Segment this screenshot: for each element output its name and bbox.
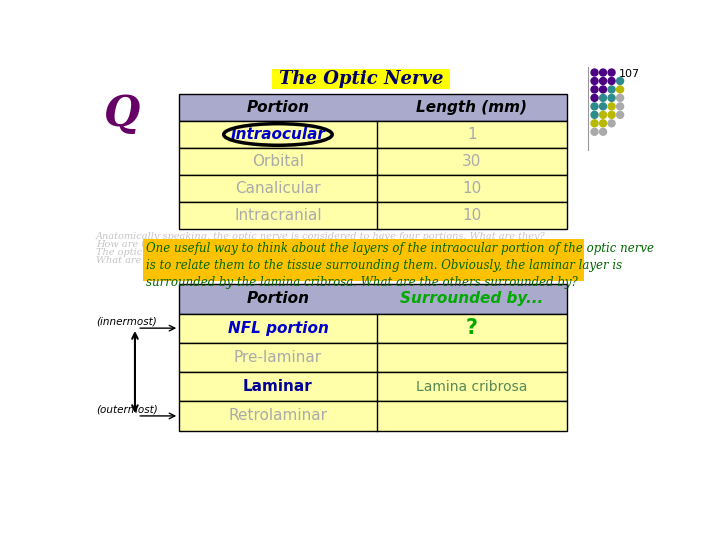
Circle shape (600, 86, 606, 93)
Circle shape (591, 120, 598, 127)
Text: Portion: Portion (246, 292, 310, 306)
Circle shape (591, 129, 598, 135)
Text: What are their lengths?: What are their lengths? (96, 256, 213, 265)
Text: 1: 1 (467, 127, 477, 142)
Text: (outermost): (outermost) (96, 404, 158, 414)
Circle shape (600, 78, 606, 84)
FancyBboxPatch shape (179, 94, 567, 121)
Text: One useful way to think about the layers of the intraocular portion of the optic: One useful way to think about the layers… (145, 242, 654, 289)
Text: How are the portions of the optic nerve named?: How are the portions of the optic nerve … (96, 240, 333, 249)
Circle shape (591, 78, 598, 84)
Circle shape (608, 69, 615, 76)
Circle shape (616, 103, 624, 110)
Text: 10: 10 (462, 181, 481, 196)
Circle shape (608, 120, 615, 127)
Circle shape (608, 94, 615, 102)
Circle shape (600, 103, 606, 110)
FancyBboxPatch shape (179, 148, 567, 175)
FancyBboxPatch shape (179, 314, 567, 343)
Text: ?: ? (466, 318, 477, 338)
Circle shape (600, 111, 606, 118)
FancyBboxPatch shape (179, 175, 567, 202)
Text: Surrounded by...: Surrounded by... (400, 292, 544, 306)
Circle shape (591, 69, 598, 76)
FancyBboxPatch shape (179, 284, 567, 314)
Text: Lamina cribrosa: Lamina cribrosa (416, 380, 527, 394)
Circle shape (616, 78, 624, 84)
Text: Portion: Portion (246, 100, 310, 115)
FancyBboxPatch shape (272, 69, 451, 89)
Text: 107: 107 (619, 70, 640, 79)
FancyBboxPatch shape (179, 121, 567, 148)
Text: Q: Q (104, 92, 140, 134)
Text: Intracranial: Intracranial (234, 208, 322, 223)
Text: Orbital: Orbital (252, 154, 304, 169)
Text: The Optic Nerve: The Optic Nerve (279, 70, 444, 87)
Circle shape (600, 69, 606, 76)
Circle shape (608, 111, 615, 118)
FancyBboxPatch shape (179, 343, 567, 372)
FancyBboxPatch shape (179, 372, 567, 401)
Text: 30: 30 (462, 154, 482, 169)
FancyBboxPatch shape (179, 202, 567, 229)
FancyBboxPatch shape (179, 401, 567, 430)
Text: Length (mm): Length (mm) (416, 100, 527, 115)
Circle shape (608, 78, 615, 84)
Text: Laminar: Laminar (243, 379, 312, 394)
Text: Intraocular: Intraocular (230, 127, 325, 142)
Text: The optic nerve has four portions.: The optic nerve has four portions. (96, 248, 264, 257)
Circle shape (591, 103, 598, 110)
Text: (innermost): (innermost) (96, 316, 157, 327)
Circle shape (616, 86, 624, 93)
Circle shape (616, 111, 624, 118)
Circle shape (591, 86, 598, 93)
Circle shape (600, 94, 606, 102)
Circle shape (591, 94, 598, 102)
Circle shape (608, 103, 615, 110)
Circle shape (591, 111, 598, 118)
Text: Pre-laminar: Pre-laminar (234, 350, 322, 365)
Text: NFL portion: NFL portion (228, 321, 328, 336)
Text: Anatomically speaking, the optic nerve is considered to have four portions. What: Anatomically speaking, the optic nerve i… (96, 232, 546, 241)
Text: Canalicular: Canalicular (235, 181, 320, 196)
Circle shape (616, 94, 624, 102)
FancyBboxPatch shape (143, 239, 585, 281)
Circle shape (600, 129, 606, 135)
Circle shape (600, 120, 606, 127)
Text: 10: 10 (462, 208, 481, 223)
Text: Retrolaminar: Retrolaminar (228, 408, 328, 423)
Circle shape (608, 86, 615, 93)
